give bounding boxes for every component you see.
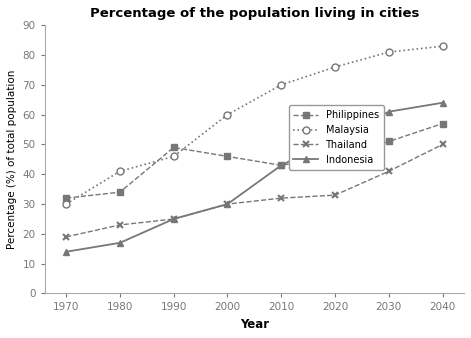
Philippines [278,163,284,167]
Indonesia [225,202,230,206]
Malaysia [225,113,230,117]
Thailand [332,193,338,197]
Line: Thailand: Thailand [63,141,446,240]
Line: Malaysia: Malaysia [63,43,446,208]
Malaysia [171,154,177,159]
Malaysia [278,83,284,87]
Philippines [117,190,123,194]
Malaysia [63,202,69,206]
Malaysia [440,44,446,48]
Indonesia [117,241,123,245]
Malaysia [117,169,123,173]
Indonesia [386,110,391,114]
Malaysia [386,50,391,54]
Indonesia [278,163,284,167]
Thailand [440,142,446,146]
Thailand [171,217,177,221]
Philippines [440,122,446,126]
Malaysia [332,65,338,69]
Indonesia [171,217,177,221]
Philippines [332,154,338,159]
Line: Philippines: Philippines [64,121,445,201]
Title: Percentage of the population living in cities: Percentage of the population living in c… [89,7,419,20]
Legend: Philippines, Malaysia, Thailand, Indonesia: Philippines, Malaysia, Thailand, Indones… [289,105,383,170]
Indonesia [332,137,338,141]
Thailand [225,202,230,206]
X-axis label: Year: Year [240,318,269,331]
Y-axis label: Percentage (%) of total population: Percentage (%) of total population [7,70,17,249]
Philippines [386,140,391,144]
Line: Indonesia: Indonesia [63,99,446,255]
Philippines [171,145,177,149]
Thailand [278,196,284,200]
Philippines [225,154,230,159]
Thailand [386,169,391,173]
Indonesia [440,101,446,105]
Thailand [117,223,123,227]
Philippines [63,196,69,200]
Indonesia [63,250,69,254]
Thailand [63,235,69,239]
